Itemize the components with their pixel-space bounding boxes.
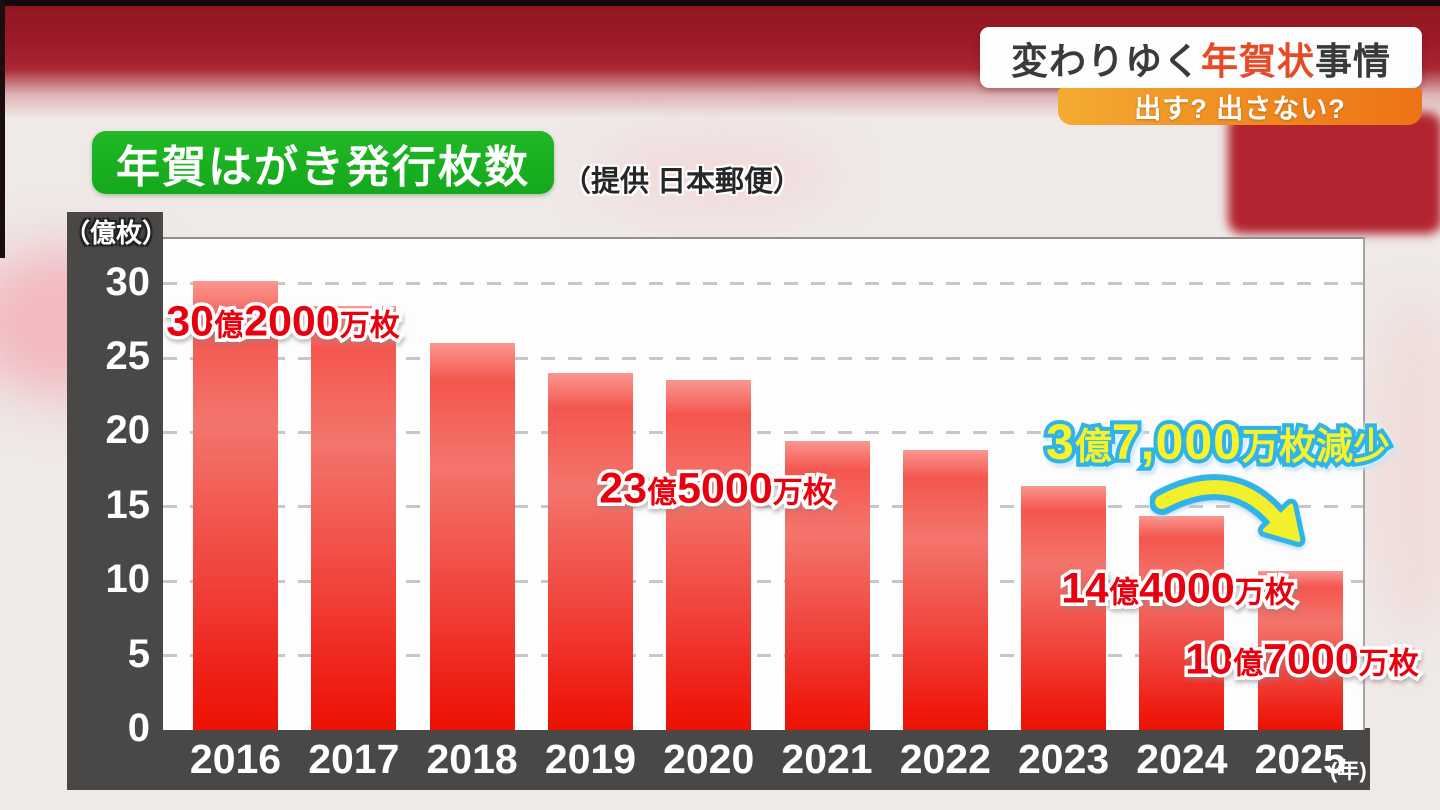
bar-2025 [1257,570,1343,730]
program-title-prefix: 変わりゆく [1011,40,1201,82]
program-subtitle: 出す? 出さない? [1134,94,1346,124]
annotation-2020-num2: 5000 [674,464,777,514]
annotation-2016: 30億2000万枚 [163,297,404,347]
x-tick-2024: 2024 [1136,736,1228,782]
annotation-2024-unit1: 億 [1106,575,1143,612]
x-tick-2021: 2021 [781,736,873,782]
annotation-2016-unit2: 万枚 [336,308,403,345]
annotation-2025-num1: 10 [1182,635,1237,685]
background-pink-blob-right [1368,300,1440,630]
program-title-highlight: 年賀状 [1201,40,1315,82]
x-tick-2020: 2020 [663,736,755,782]
y-tick-25: 25 [105,334,151,379]
y-tick-30: 30 [105,259,151,304]
annotation-decrease-unit1: 億 [1071,424,1116,469]
chart-title-box: 年賀はがき発行枚数 [92,131,554,194]
annotation-2020-unit2: 万枚 [769,475,836,512]
y-tick-15: 15 [105,482,151,527]
x-tick-2016: 2016 [189,736,282,782]
program-title-suffix: 事情 [1315,40,1391,82]
x-axis-panel [67,728,1370,790]
annotation-decrease-num1: 3 [1042,413,1078,471]
x-tick-2019: 2019 [544,736,636,782]
annotation-decrease-num2: 7,000 [1108,413,1245,471]
bar-2020 [666,380,752,730]
annotation-2025: 10億7000万枚 [1182,635,1423,685]
chart-title: 年賀はがき発行枚数 [116,142,530,192]
decrease-arrow-icon [1150,474,1306,547]
background-left-edge [0,0,5,258]
gridline-5 [163,654,1363,658]
annotation-2024-num2: 4000 [1136,564,1239,614]
annotation-2024: 14億4000万枚 [1058,564,1299,614]
annotation-decrease-unit2: 万枚減少 [1238,424,1394,469]
annotation-2020: 23億5000万枚 [596,464,837,514]
annotation-2020-unit1: 億 [644,475,681,512]
x-tick-2018: 2018 [426,736,518,782]
gridline-15 [163,505,1363,509]
y-tick-10: 10 [105,557,151,602]
background-red-card-blob [1228,112,1440,234]
y-tick-20: 20 [105,408,151,453]
annotation-2016-unit1: 億 [211,308,248,345]
bar-2022 [902,450,988,730]
annotation-2016-num1: 30 [163,297,218,347]
y-axis-panel [67,212,163,790]
annotation-2025-unit2: 万枚 [1355,646,1422,683]
x-tick-2023: 2023 [1017,736,1110,782]
x-tick-2022: 2022 [899,736,991,782]
bar-2023 [1021,486,1107,730]
background-top-edge [0,0,1440,6]
x-axis-unit-label: (年) [1330,758,1367,783]
annotation-2020-num1: 23 [596,464,651,514]
bar-2021 [784,441,870,730]
annotation-2024-unit2: 万枚 [1231,575,1298,612]
program-title-badge: 変わりゆく 年賀状 事情 [980,27,1422,88]
x-tick-2025: 2025 [1254,736,1346,782]
bar-2018 [429,343,515,730]
background-pink-blob-mid [600,140,830,210]
plot-area [163,237,1365,730]
y-axis-unit-label: （億枚） [64,218,169,248]
bar-2017 [311,305,397,730]
gridline-25 [163,356,1363,360]
x-tick-2017: 2017 [308,736,400,782]
annotation-2024-num1: 14 [1058,564,1113,614]
data-source-label: （提供 日本郵便） [562,166,803,198]
annotation-decrease: 3億7,000万枚減少 [1042,413,1394,471]
y-tick-0: 0 [127,706,150,750]
gridline-30 [163,282,1363,286]
annotation-2025-num2: 7000 [1260,635,1363,685]
gridline-20 [163,430,1363,434]
bar-2024 [1139,515,1225,730]
program-subtitle-badge: 出す? 出さない? [1058,88,1422,125]
annotation-2016-num2: 2000 [241,297,344,347]
y-tick-5: 5 [127,631,150,676]
annotation-2025-unit1: 億 [1230,646,1267,683]
bar-2016 [193,280,278,730]
bar-2019 [547,372,633,730]
gridline-10 [163,579,1363,583]
